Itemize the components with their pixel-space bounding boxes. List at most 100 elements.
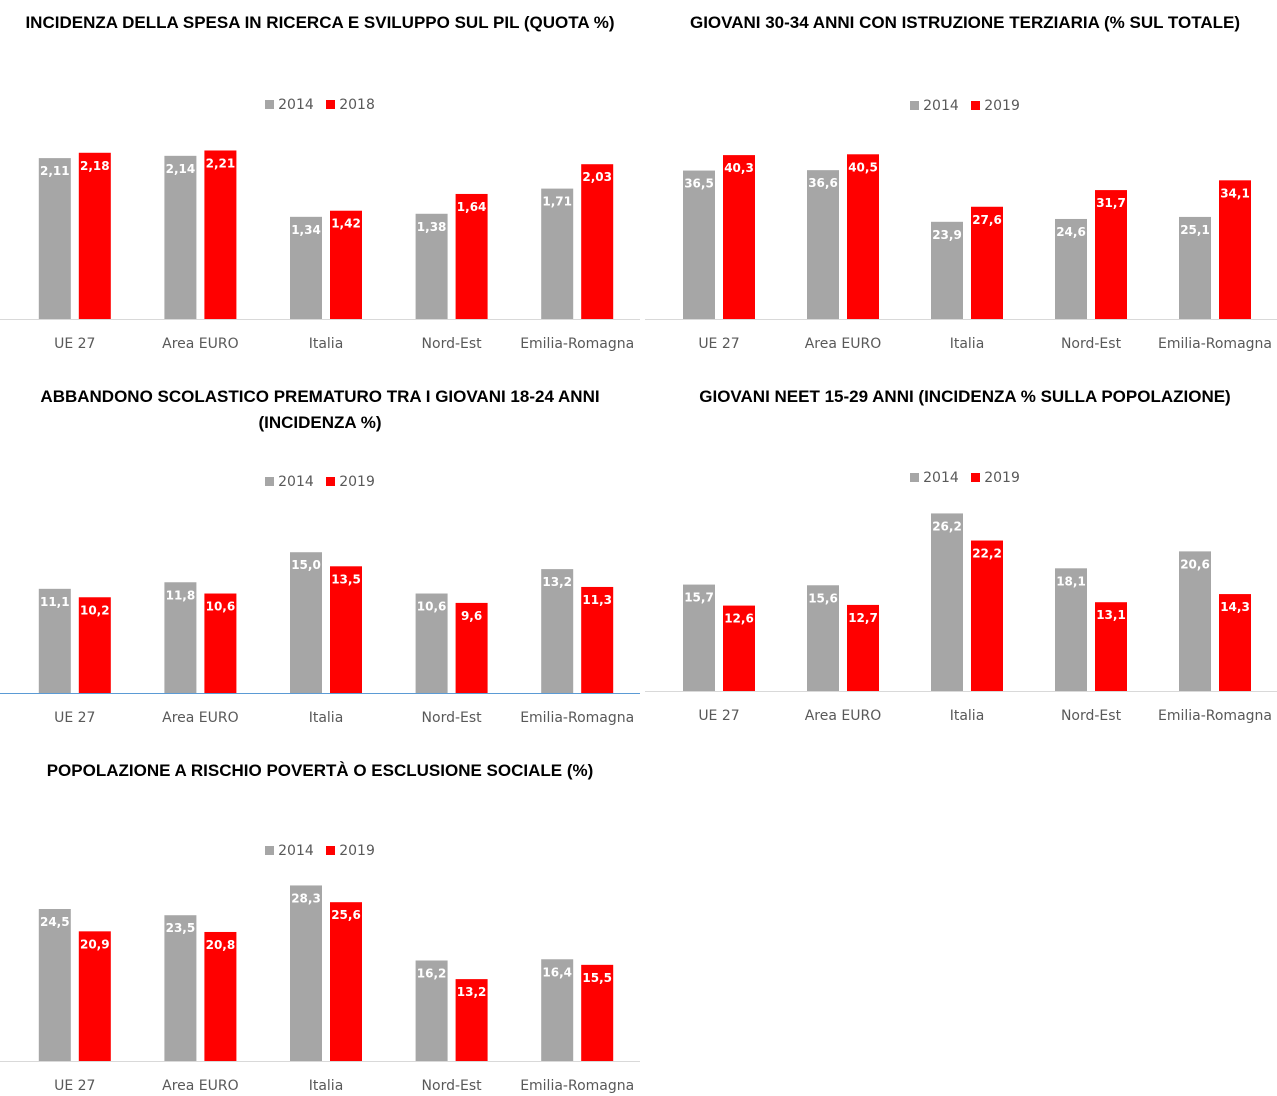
- bar-recent: [330, 902, 362, 1061]
- x-tick-label: Nord-Est: [422, 710, 483, 726]
- bar-2014: [931, 221, 963, 319]
- data-label: 12,7: [848, 611, 878, 625]
- data-label: 14,3: [1220, 600, 1250, 614]
- data-label: 25,6: [331, 908, 361, 922]
- bar-recent: [455, 979, 488, 1061]
- data-label: 13,2: [457, 985, 487, 999]
- data-label: 34,1: [1220, 186, 1250, 200]
- bar-recent: [847, 154, 879, 319]
- legend-item-new: 2019: [326, 843, 375, 859]
- data-label: 1,38: [417, 220, 447, 234]
- bar-recent: [581, 586, 614, 693]
- x-tick-label: Italia: [950, 336, 985, 352]
- legend-item-old: 2014: [910, 470, 959, 486]
- chart-title: INCIDENZA DELLA SPESA IN RICERCA E SVILU…: [25, 13, 615, 32]
- data-label: 24,6: [1056, 225, 1086, 239]
- bar-2014: [931, 513, 963, 691]
- data-label: 40,3: [724, 161, 754, 175]
- legend-item-new: 2018: [326, 97, 375, 113]
- data-label: 11,3: [582, 593, 612, 607]
- legend-item-old: 2014: [265, 97, 314, 113]
- x-tick-label: Nord-Est: [422, 336, 483, 352]
- legend-label-old: 2014: [923, 470, 959, 486]
- x-tick-label: Italia: [309, 710, 344, 726]
- x-tick-label: Emilia-Romagna: [1158, 336, 1272, 352]
- data-label: 16,4: [542, 965, 572, 979]
- data-label: 36,5: [684, 177, 714, 191]
- x-tick-label: Nord-Est: [422, 1078, 483, 1094]
- bar-2014: [807, 170, 839, 319]
- chart-title: POPOLAZIONE A RISCHIO POVERTÀ O ESCLUSIO…: [46, 761, 594, 780]
- legend-swatch-old: [265, 846, 275, 855]
- bar-2014: [541, 959, 574, 1061]
- data-label: 15,6: [808, 591, 838, 605]
- bar-recent: [455, 602, 488, 693]
- bar-2014: [38, 588, 71, 693]
- data-label: 11,1: [40, 595, 70, 609]
- legend-label-old: 2014: [278, 843, 314, 859]
- chart-legend: 2014 2019: [645, 470, 1277, 486]
- data-label: 10,6: [206, 600, 236, 614]
- legend-label-new: 2018: [339, 97, 375, 113]
- data-label: 2,03: [582, 170, 612, 184]
- legend-swatch-old: [265, 477, 275, 486]
- legend-swatch-new: [971, 101, 981, 110]
- bar-2014: [164, 915, 197, 1061]
- x-tick-label: UE 27: [54, 336, 95, 352]
- bar-recent: [330, 566, 362, 693]
- legend-label-new: 2019: [984, 98, 1020, 114]
- data-label: 15,0: [291, 558, 321, 572]
- bar-chart-plot: 36,5 40,3 UE 27 36,6 40,5 Area EURO 23,9 27,6 It…: [645, 154, 1277, 352]
- chart-legend: 2014 2019: [645, 98, 1277, 114]
- data-label: 10,6: [417, 600, 447, 614]
- data-label: 20,8: [206, 938, 236, 952]
- data-label: 11,8: [166, 588, 196, 602]
- bar-2014: [290, 552, 322, 693]
- chart-panel-poverty-risk: POPOLAZIONE A RISCHIO POVERTÀ O ESCLUSIO…: [0, 748, 640, 1096]
- bar-chart-plot: 24,5 20,9 UE 27 23,5 20,8 Area EURO 28,3 25,6 It…: [0, 885, 640, 1094]
- data-label: 9,6: [461, 609, 482, 623]
- chart-panel-neet: GIOVANI NEET 15-29 ANNI (INCIDENZA % SUL…: [645, 374, 1277, 744]
- legend-label-new: 2019: [339, 843, 375, 859]
- bar-2014: [1179, 216, 1211, 319]
- data-label: 22,2: [972, 547, 1002, 561]
- data-label: 12,6: [724, 612, 754, 626]
- x-tick-label: UE 27: [54, 1078, 95, 1094]
- bar-recent: [723, 605, 755, 691]
- bar-recent: [1095, 190, 1127, 319]
- bar-recent: [581, 164, 614, 319]
- chart-legend: 2014 2019: [0, 843, 640, 859]
- bar-recent: [455, 193, 488, 319]
- legend-label-old: 2014: [923, 98, 959, 114]
- legend-swatch-old: [910, 101, 920, 110]
- data-label: 18,1: [1056, 574, 1086, 588]
- chart-panel-early-school-leaving: ABBANDONO SCOLASTICO PREMATURO TRA I GIO…: [0, 374, 640, 744]
- bar-recent: [1219, 594, 1251, 691]
- chart-legend: 2014 2019: [0, 474, 640, 490]
- data-label: 2,21: [206, 156, 236, 170]
- bar-recent: [1095, 602, 1127, 691]
- data-label: 27,6: [972, 213, 1002, 227]
- bar-2014: [415, 960, 448, 1061]
- chart-panel-rd-spending: INCIDENZA DELLA SPESA IN RICERCA E SVILU…: [0, 0, 640, 370]
- data-label: 10,2: [80, 603, 110, 617]
- x-tick-label: Area EURO: [805, 708, 882, 724]
- legend-item-new: 2019: [971, 470, 1020, 486]
- bar-recent: [723, 155, 755, 319]
- bar-2014: [38, 158, 71, 319]
- bar-recent: [971, 540, 1003, 691]
- chart-title: GIOVANI NEET 15-29 ANNI (INCIDENZA % SUL…: [699, 387, 1231, 406]
- bar-recent: [330, 210, 362, 319]
- bar-2014: [807, 585, 839, 691]
- bar-recent: [204, 150, 237, 319]
- data-label: 20,6: [1180, 557, 1210, 571]
- bar-2014: [415, 593, 448, 693]
- legend-item-new: 2019: [326, 474, 375, 490]
- x-tick-label: Emilia-Romagna: [1158, 708, 1272, 724]
- legend-label-old: 2014: [278, 474, 314, 490]
- legend-item-old: 2014: [265, 474, 314, 490]
- x-tick-label: Area EURO: [162, 710, 239, 726]
- bar-chart-plot: 15,7 12,6 UE 27 15,6 12,7 Area EURO 26,2 22,2 It…: [645, 513, 1277, 724]
- legend-swatch-new: [971, 473, 981, 482]
- data-label: 28,3: [291, 891, 321, 905]
